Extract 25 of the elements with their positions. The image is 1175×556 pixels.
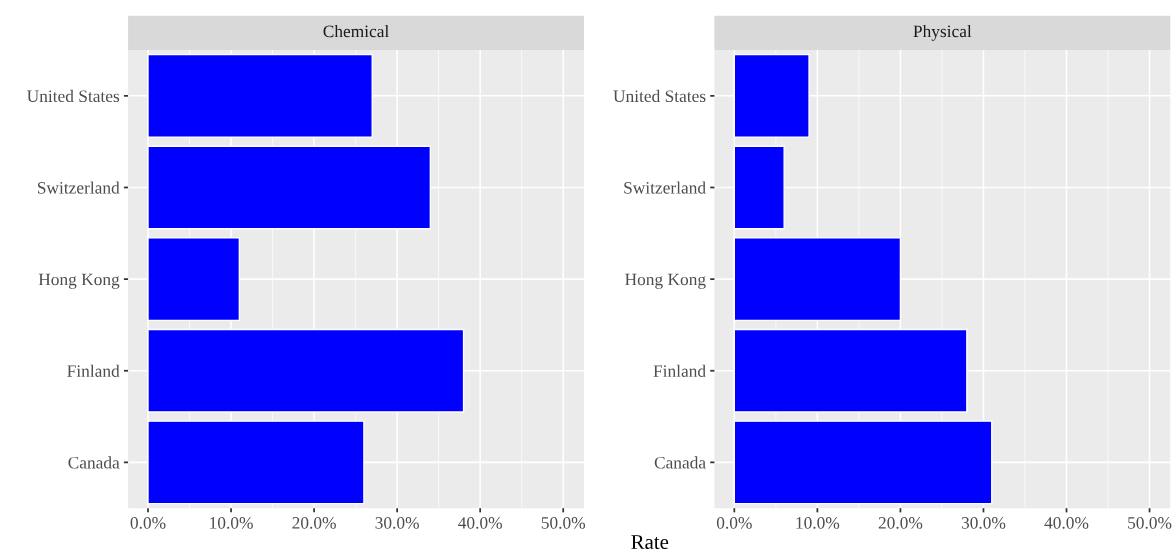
y-tick-label: Canada	[654, 456, 706, 469]
x-tick-label: 20.0%	[292, 517, 336, 529]
x-tick-label: 30.0%	[375, 517, 419, 529]
y-tick-label: Finland	[67, 364, 120, 377]
y-tick-label: Finland	[653, 364, 706, 377]
y-tick-label: Hong Kong	[625, 273, 706, 289]
x-tick-label: 50.0%	[1128, 517, 1172, 529]
x-tick-label: 10.0%	[796, 517, 840, 529]
x-tick-label: 10.0%	[210, 517, 253, 529]
y-tick-label: United States	[27, 89, 120, 103]
x-tick-label: 40.0%	[1044, 517, 1089, 529]
y-tick-label: Switzerland	[624, 181, 706, 194]
chart-title: Chemical	[323, 24, 389, 38]
x-tick-label: 50.0%	[541, 517, 586, 529]
y-tick-label: Switzerland	[37, 181, 120, 194]
x-axis-title: Rate	[631, 535, 669, 549]
chart-title: Physical	[913, 24, 972, 41]
x-tick-label: 20.0%	[878, 517, 923, 529]
y-tick-label: Canada	[68, 456, 120, 469]
x-tick-label: 0.0%	[716, 517, 752, 529]
y-tick-label: Hong Kong	[38, 273, 120, 289]
x-tick-label: 30.0%	[961, 517, 1006, 529]
x-tick-label: 0.0%	[130, 517, 166, 529]
y-tick-label: United States	[613, 89, 706, 103]
x-tick-label: 40.0%	[458, 517, 502, 529]
